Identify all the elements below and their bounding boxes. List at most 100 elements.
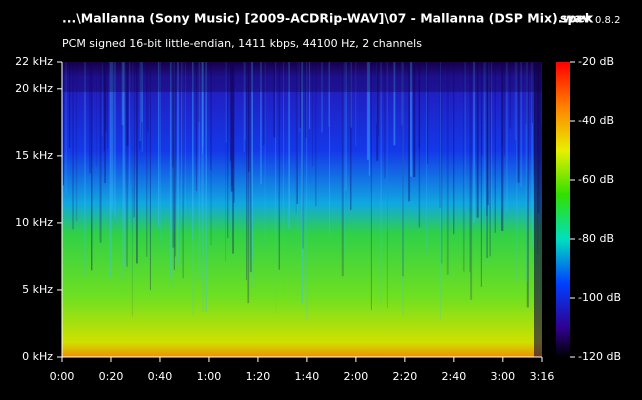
y-tick-label: 15 kHz (15, 149, 53, 162)
texture-streak (305, 62, 308, 138)
texture-streak (288, 62, 290, 230)
texture-streak (126, 62, 128, 267)
texture-streak (273, 62, 276, 138)
texture-streak (446, 62, 449, 275)
texture-streak (488, 62, 490, 191)
texture-streak (121, 62, 124, 125)
texture-streak (230, 62, 232, 192)
texture-streak (531, 62, 533, 123)
texture-streak (453, 62, 455, 235)
texture-streak (192, 62, 194, 315)
texture-streak (126, 62, 129, 146)
texture-streak (62, 62, 64, 186)
texture-streak (481, 62, 483, 156)
texture-streak (464, 62, 466, 213)
texture-streak (501, 62, 504, 146)
texture-streak (517, 62, 520, 183)
texture-streak (302, 62, 304, 249)
texture-streak (514, 62, 516, 140)
texture-streak (72, 62, 74, 230)
texture-streak (370, 62, 372, 310)
texture-streak (345, 62, 347, 191)
texture-streak (225, 62, 226, 262)
texture-streak (520, 62, 522, 187)
texture-streak (210, 62, 212, 171)
texture-streak (246, 62, 247, 281)
texture-streak (386, 62, 388, 308)
texture-streak (139, 62, 141, 141)
texture-streak (101, 62, 103, 136)
texture-streak (418, 62, 420, 149)
texture-streak (146, 62, 149, 132)
texture-streak (105, 62, 107, 132)
texture-streak (312, 62, 314, 167)
texture-streak (233, 62, 235, 203)
x-tick-label: 3:00 (490, 370, 515, 383)
texture-streak (378, 62, 379, 137)
texture-streak (131, 62, 133, 317)
texture-streak (516, 62, 518, 283)
texture-streak (129, 62, 131, 273)
texture-streak (201, 62, 203, 246)
texture-streak (232, 62, 234, 169)
texture-streak (343, 62, 345, 255)
texture-streak (111, 62, 114, 213)
texture-streak (275, 62, 277, 314)
texture-streak (132, 62, 134, 188)
texture-streak (158, 62, 160, 228)
y-tick-label: 0 kHz (22, 350, 53, 363)
colorbar-tick-label: -20 dB (578, 55, 614, 68)
texture-streak (380, 62, 382, 306)
texture-streak (91, 62, 93, 271)
texture-streak (295, 62, 297, 214)
texture-streak (69, 62, 71, 148)
x-tick-label: 3:16 (530, 370, 555, 383)
texture-streak (103, 62, 105, 151)
texture-streak (198, 62, 201, 279)
spectrogram-texture (62, 62, 542, 357)
texture-streak (509, 62, 512, 129)
texture-streak (141, 62, 143, 123)
x-tick-label: 0:40 (148, 370, 173, 383)
texture-streak (384, 62, 386, 179)
texture-streak (368, 62, 370, 176)
texture-streak (480, 62, 482, 287)
y-tick-label: 10 kHz (15, 216, 53, 229)
texture-streak (401, 62, 403, 125)
texture-streak (185, 62, 186, 246)
texture-streak (473, 62, 475, 223)
texture-streak (243, 62, 245, 152)
texture-streak (232, 62, 234, 254)
colorbar-tick-label: -80 dB (578, 232, 614, 245)
spectrogram-image (62, 62, 542, 357)
texture-streak (195, 62, 197, 191)
texture-streak (315, 62, 317, 207)
texture-streak (123, 62, 126, 268)
texture-streak (146, 62, 148, 257)
texture-streak (177, 62, 179, 267)
y-tick-label: 5 kHz (22, 283, 53, 296)
texture-streak (462, 62, 465, 272)
texture-streak (426, 62, 428, 253)
texture-streak (491, 62, 492, 236)
texture-streak (264, 62, 266, 247)
texture-streak (75, 62, 78, 222)
texture-streak (486, 62, 488, 258)
texture-streak (487, 62, 489, 206)
texture-streak (329, 62, 330, 236)
texture-streak (260, 62, 262, 185)
texture-streak (393, 62, 396, 146)
texture-streak (386, 62, 388, 231)
texture-streak (112, 62, 114, 203)
texture-streak (408, 62, 411, 202)
texture-streak (494, 62, 496, 233)
texture-streak (114, 62, 116, 218)
texture-streak (350, 62, 352, 210)
texture-streak (366, 62, 369, 160)
texture-streak (341, 62, 344, 277)
texture-streak (376, 62, 379, 161)
texture-streak (172, 62, 175, 248)
texture-streak (299, 62, 301, 133)
texture-streak (402, 62, 404, 277)
texture-streak (485, 62, 487, 267)
